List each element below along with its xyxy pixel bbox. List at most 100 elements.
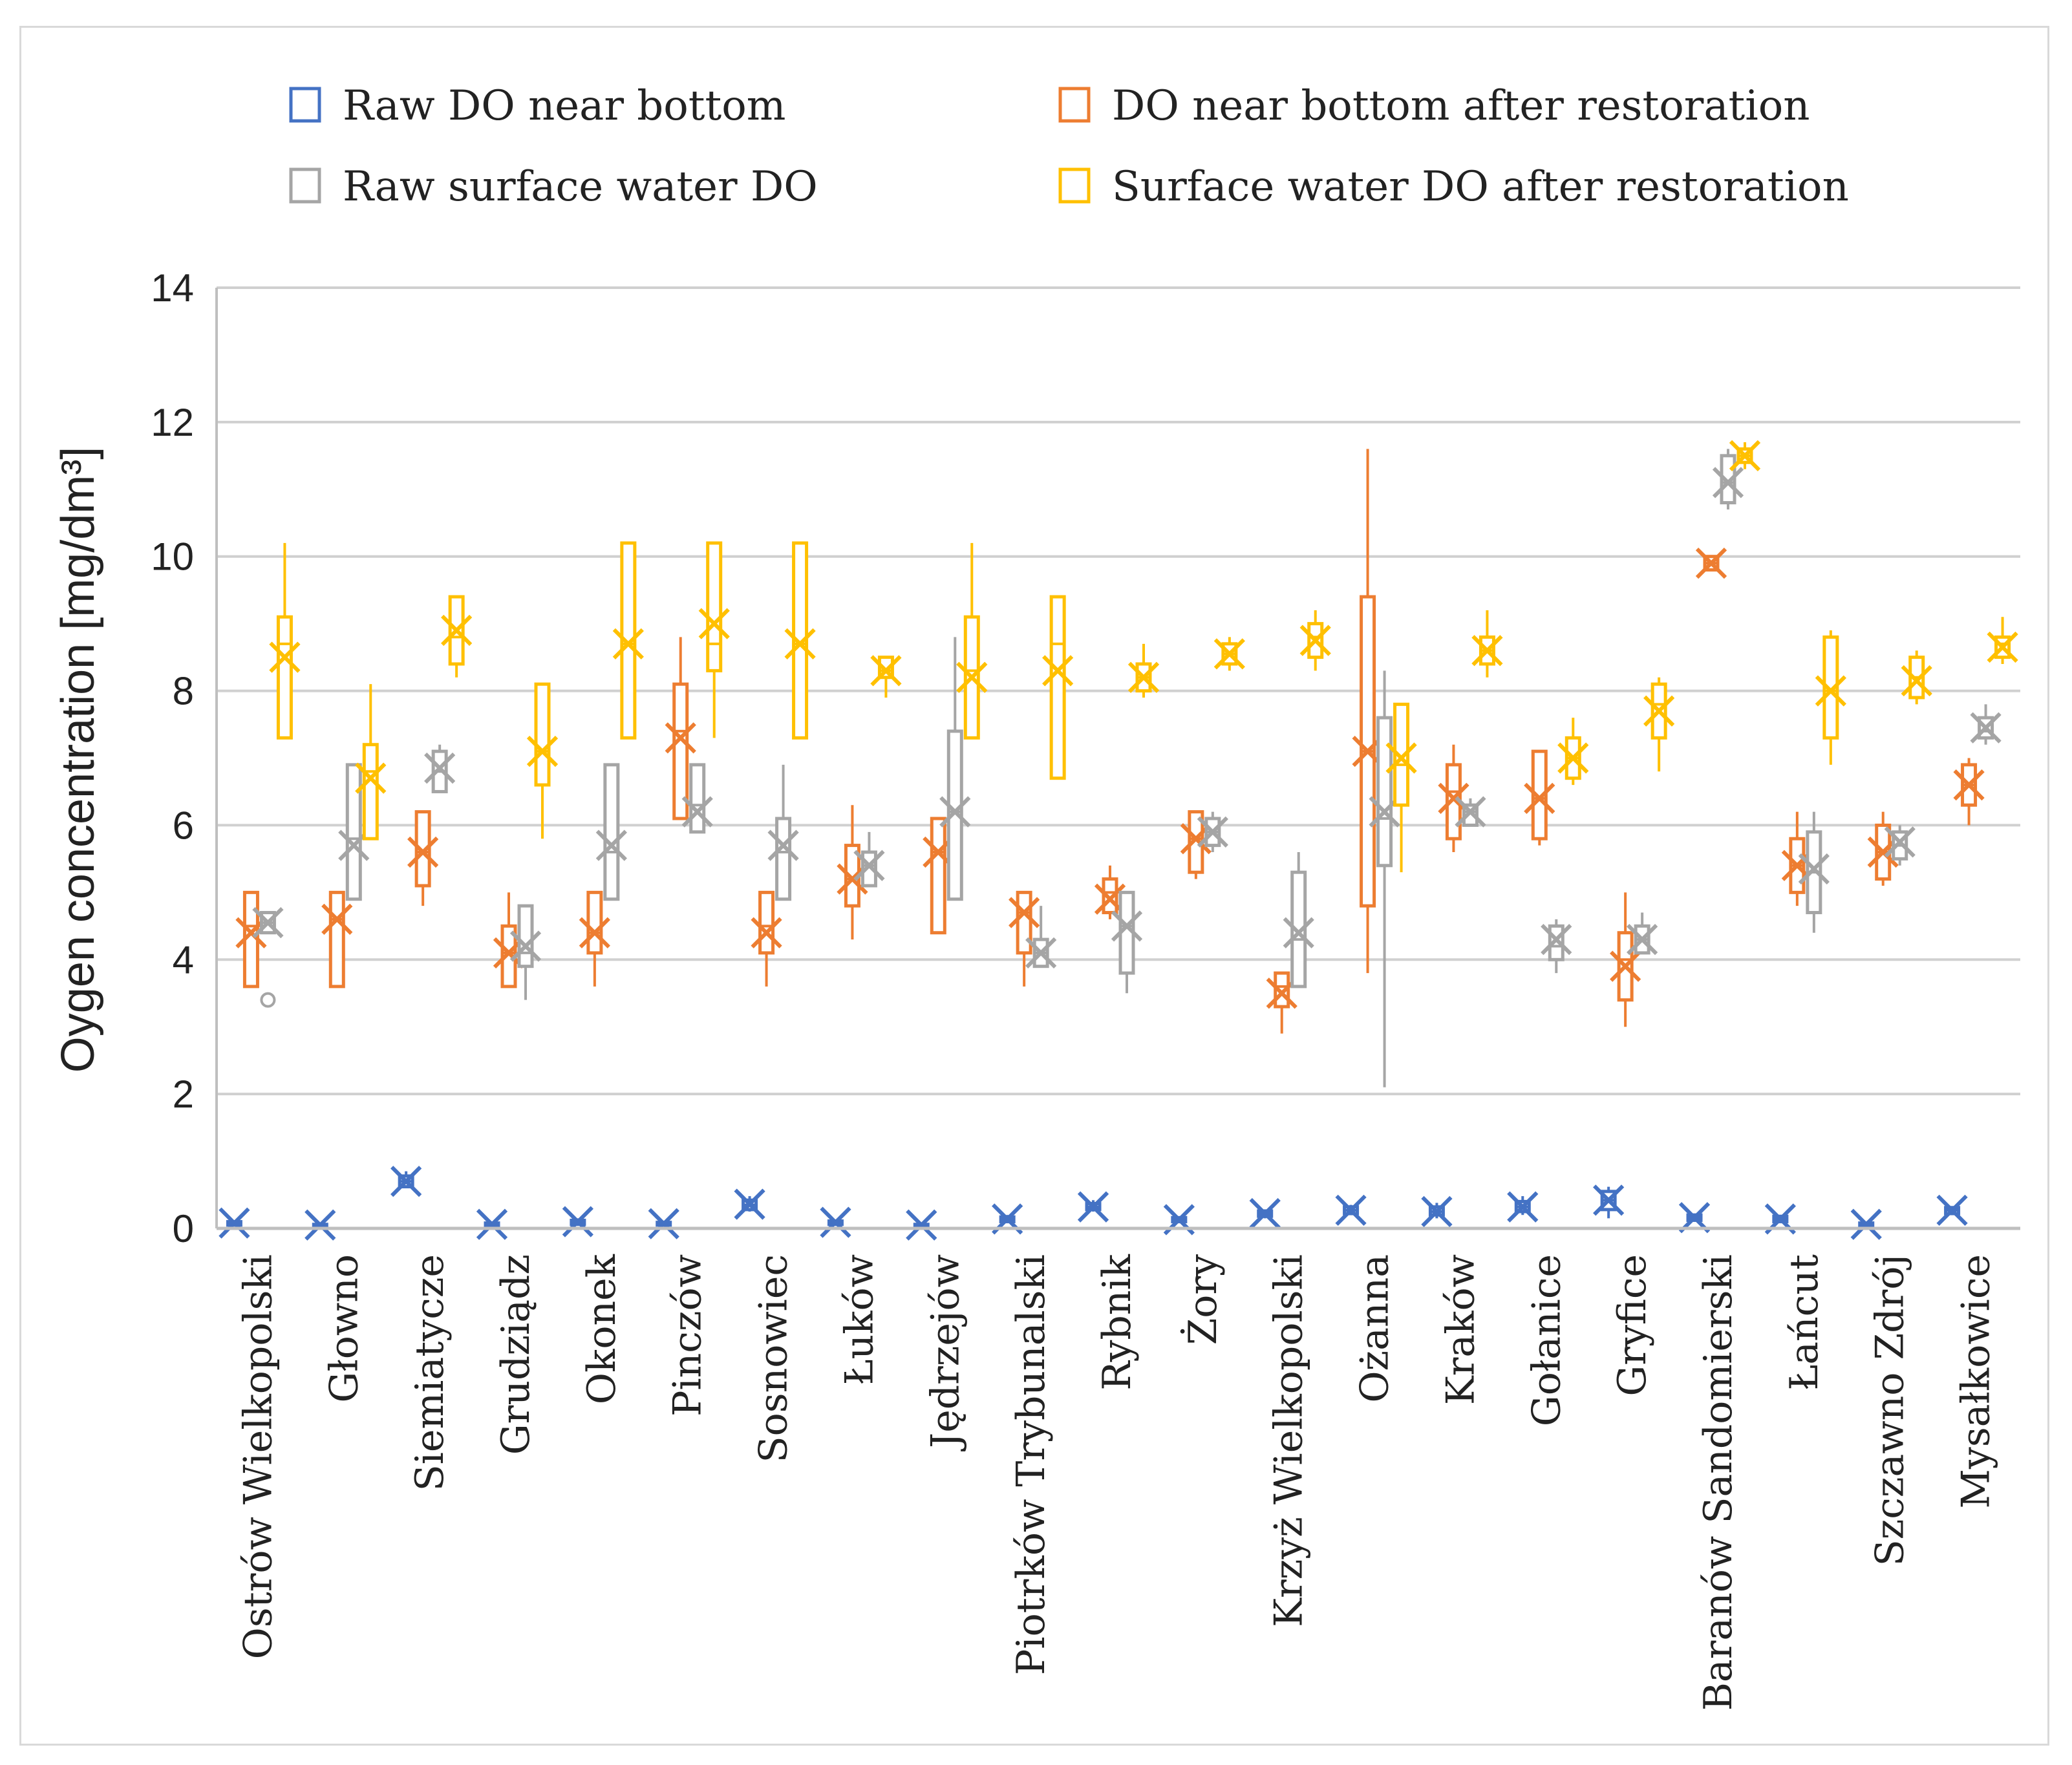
mean-marker: [751, 917, 782, 948]
mean-marker: [681, 796, 713, 828]
iqr-box: [620, 541, 637, 740]
box-pinczow: [648, 1208, 679, 1239]
mean-marker: [1541, 923, 1572, 956]
series-surface-water-do-after-restoration: [269, 440, 2018, 873]
mean-marker: [1815, 675, 1846, 707]
iqr-box: [362, 743, 379, 840]
iqr-box: [672, 682, 689, 820]
iqr-box: [758, 890, 775, 955]
box-pinczow: [665, 637, 696, 820]
box-grudziadz: [509, 904, 542, 1000]
box-gryfice: [1627, 912, 1658, 956]
mean-marker: [853, 850, 885, 881]
box-szczawno-zdroj: [1901, 650, 1932, 705]
series-raw-surface-water-do: [252, 449, 2002, 1087]
mean-marker: [1127, 661, 1160, 693]
category-label-rybnik: Rybnik: [1095, 1254, 1140, 1390]
mean-marker: [355, 762, 387, 794]
legend-swatch-raw-do-near-bottom: [289, 87, 321, 123]
mean-marker: [1249, 1198, 1281, 1230]
category-label-ozanna: Ożanna: [1352, 1254, 1398, 1403]
mean-marker: [1471, 635, 1503, 667]
category-label-krakow: Kraków: [1438, 1254, 1483, 1405]
mean-marker: [562, 1206, 593, 1237]
box-ostrow-wielkopolski: [219, 1207, 250, 1239]
box-pinczow: [681, 763, 713, 834]
mean-marker: [1901, 665, 1932, 697]
y-tick-label: 4: [173, 938, 194, 981]
category-label-zory: Żory: [1180, 1254, 1226, 1345]
mean-marker: [476, 1208, 508, 1240]
box-okonek: [612, 541, 644, 740]
y-tick-label: 0: [173, 1207, 194, 1250]
category-label-okonek: Okonek: [579, 1254, 625, 1404]
category-label-gryfice: Gryfice: [1610, 1254, 1655, 1396]
legend: Raw DO near bottom DO near bottom after r…: [289, 82, 1849, 211]
y-axis-ticks: 0 2 4 6 8 10 12 14: [151, 266, 194, 1250]
mean-marker: [441, 614, 473, 647]
box-szczawno-zdroj: [1867, 811, 1899, 886]
mean-marker: [1077, 1191, 1109, 1223]
legend-swatch-do-near-bottom-after-restoration: [1058, 87, 1091, 123]
mean-marker: [390, 1166, 422, 1197]
box-go-anice: [1507, 1191, 1539, 1223]
box-ozanna: [1369, 670, 1400, 1087]
mean-marker: [1213, 638, 1245, 670]
box-ukow: [853, 831, 885, 888]
box-okonek: [562, 1206, 593, 1237]
mean-marker: [1299, 625, 1331, 656]
mean-marker: [734, 1188, 765, 1220]
category-label-g-owno: Głowno: [321, 1254, 367, 1403]
mean-marker: [509, 930, 542, 962]
iqr-box: [1376, 716, 1393, 868]
mean-marker: [1936, 1194, 1968, 1226]
mean-marker: [269, 641, 301, 673]
mean-marker: [870, 655, 902, 687]
box-jedrzejow: [956, 542, 988, 740]
box-ozanna: [1385, 702, 1417, 873]
legend-label-do-near-bottom-after-restoration: DO near bottom after restoration: [1112, 82, 1810, 130]
mean-marker: [1524, 782, 1555, 814]
box-g-owno: [321, 890, 353, 989]
category-label-jedrzejow: Jędrzejów: [923, 1254, 968, 1452]
box-siemiatycze: [390, 1166, 422, 1197]
legend-label-surface-water-do-after-restoration: Surface water DO after restoration: [1112, 163, 1849, 211]
mean-marker: [820, 1206, 851, 1238]
legend-swatch-raw-surface-water-do: [289, 167, 321, 204]
y-tick-label: 10: [151, 535, 194, 579]
mean-marker: [595, 829, 627, 861]
box-zory: [1197, 811, 1228, 852]
mean-marker: [1712, 467, 1744, 498]
mean-marker: [698, 608, 730, 639]
category-label-baranow-sandomierski: Baranów Sandomierski: [1696, 1254, 1741, 1711]
box-sosnowiec: [767, 764, 799, 901]
mean-marker: [1970, 712, 2002, 743]
box-krakow: [1455, 796, 1486, 828]
box-sosnowiec: [784, 541, 816, 740]
box-krzyz-wielkopolski: [1249, 1198, 1281, 1230]
box-siemiatycze: [407, 810, 439, 906]
mean-marker: [665, 722, 696, 754]
mean-marker: [424, 752, 456, 784]
box-ukow: [820, 1206, 851, 1238]
mean-marker: [1627, 923, 1658, 956]
mean-marker: [252, 907, 284, 939]
box-okonek: [595, 763, 627, 901]
box-g-owno: [304, 1209, 336, 1241]
mean-marker: [304, 1209, 336, 1241]
box-ancut: [1815, 630, 1846, 765]
box-zory: [1213, 637, 1245, 671]
box-ostrow-wielkopolski: [235, 890, 267, 989]
category-label-ancut: Łańcut: [1782, 1254, 1827, 1391]
box-krzyz-wielkopolski: [1299, 610, 1331, 671]
legend-label-raw-do-near-bottom: Raw DO near bottom: [343, 82, 785, 130]
box-ostrow-wielkopolski: [269, 542, 301, 740]
box-szczawno-zdroj: [1850, 1208, 1882, 1240]
iqr-box: [414, 810, 431, 888]
box-krakow: [1421, 1195, 1453, 1228]
mean-marker: [1953, 769, 1985, 801]
mean-marker: [1850, 1208, 1882, 1240]
mean-marker: [1455, 796, 1486, 828]
mean-marker: [1593, 1184, 1625, 1216]
mean-marker: [1610, 950, 1641, 982]
